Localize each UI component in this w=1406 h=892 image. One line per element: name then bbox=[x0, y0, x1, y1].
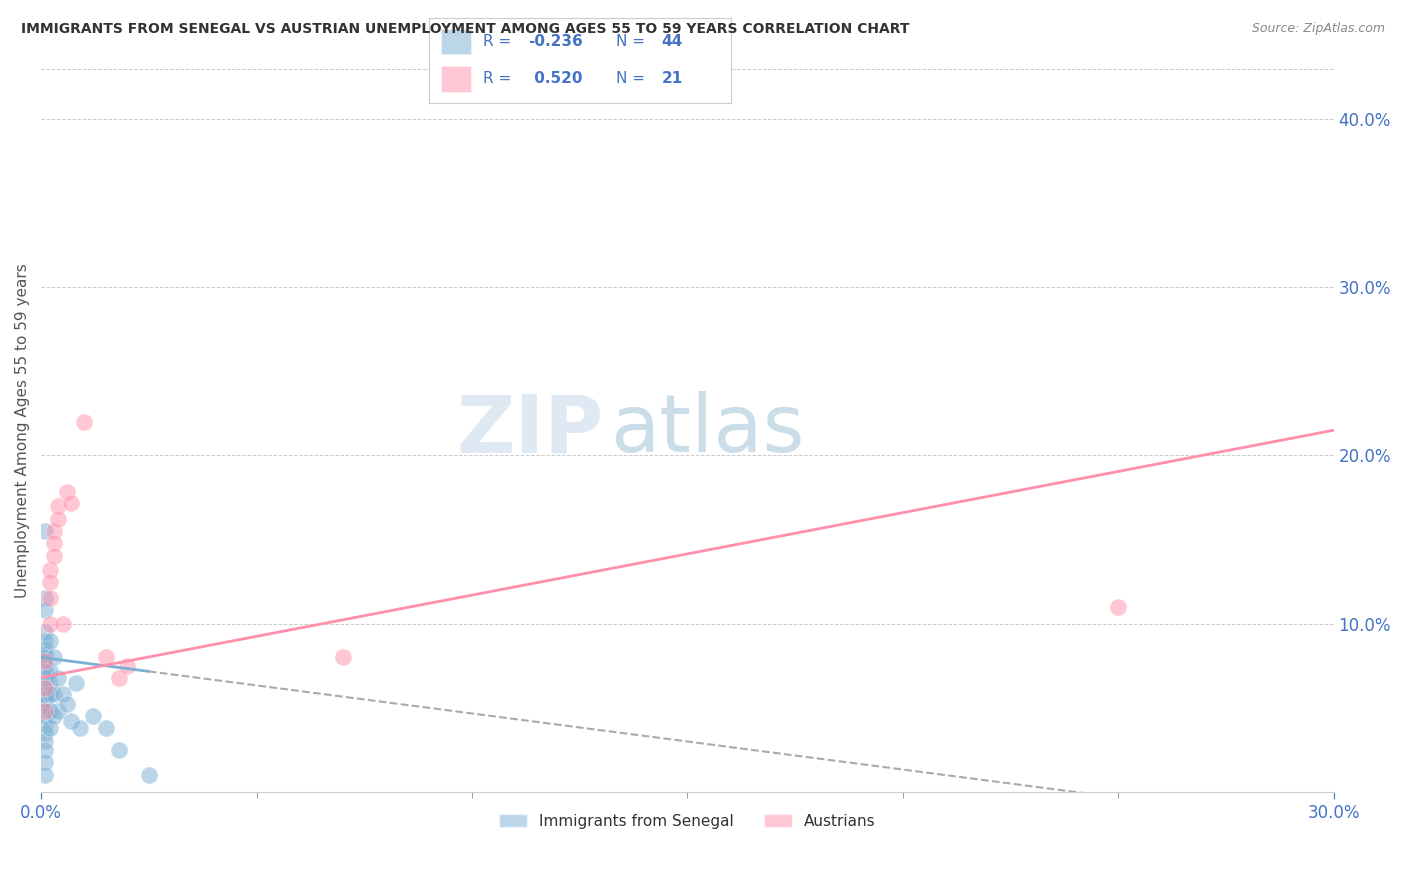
Bar bbox=[441, 29, 471, 54]
Point bbox=[34, 671, 56, 685]
Point bbox=[38, 687, 60, 701]
Text: N =: N = bbox=[616, 34, 650, 49]
Point bbox=[34, 684, 56, 698]
Point bbox=[34, 755, 56, 769]
Point bbox=[34, 654, 56, 668]
Point bbox=[107, 743, 129, 757]
Legend: Immigrants from Senegal, Austrians: Immigrants from Senegal, Austrians bbox=[494, 807, 882, 835]
Point bbox=[38, 675, 60, 690]
Point bbox=[34, 658, 56, 673]
Point bbox=[46, 704, 69, 718]
Point bbox=[332, 650, 354, 665]
Point bbox=[46, 512, 69, 526]
Point bbox=[52, 616, 75, 631]
Point bbox=[34, 642, 56, 657]
Point bbox=[34, 681, 56, 695]
Point bbox=[38, 704, 60, 718]
Point bbox=[42, 650, 65, 665]
Point bbox=[69, 721, 91, 735]
Point bbox=[34, 687, 56, 701]
Text: -0.236: -0.236 bbox=[529, 34, 583, 49]
Text: N =: N = bbox=[616, 71, 650, 87]
Point bbox=[34, 633, 56, 648]
Point bbox=[42, 536, 65, 550]
Point bbox=[34, 625, 56, 640]
Point bbox=[46, 671, 69, 685]
Text: ZIP: ZIP bbox=[456, 392, 603, 469]
Point bbox=[38, 616, 60, 631]
Point bbox=[34, 726, 56, 740]
Text: 44: 44 bbox=[662, 34, 683, 49]
Point bbox=[138, 768, 160, 782]
Y-axis label: Unemployment Among Ages 55 to 59 years: Unemployment Among Ages 55 to 59 years bbox=[15, 263, 30, 598]
Point bbox=[60, 495, 83, 509]
Point bbox=[1107, 599, 1129, 614]
Point bbox=[34, 603, 56, 617]
Point bbox=[34, 675, 56, 690]
Point bbox=[34, 524, 56, 538]
Point bbox=[34, 647, 56, 661]
Point bbox=[42, 524, 65, 538]
Point bbox=[34, 704, 56, 718]
Text: 21: 21 bbox=[662, 71, 683, 87]
Point bbox=[42, 549, 65, 564]
Point bbox=[34, 768, 56, 782]
Point bbox=[42, 709, 65, 723]
Point bbox=[107, 671, 129, 685]
Point bbox=[65, 675, 87, 690]
Text: 0.520: 0.520 bbox=[529, 71, 582, 87]
Point bbox=[34, 717, 56, 731]
Point bbox=[34, 734, 56, 748]
Point bbox=[38, 633, 60, 648]
Point bbox=[38, 574, 60, 589]
Point bbox=[34, 704, 56, 718]
Point bbox=[73, 415, 96, 429]
Point bbox=[56, 485, 79, 500]
Point bbox=[34, 650, 56, 665]
Point bbox=[38, 563, 60, 577]
Point bbox=[38, 721, 60, 735]
Text: Source: ZipAtlas.com: Source: ZipAtlas.com bbox=[1251, 22, 1385, 36]
Point bbox=[94, 721, 117, 735]
Point bbox=[42, 687, 65, 701]
Point bbox=[34, 591, 56, 606]
Point bbox=[52, 687, 75, 701]
Point bbox=[34, 664, 56, 678]
Point bbox=[34, 698, 56, 712]
Point bbox=[34, 743, 56, 757]
Point bbox=[38, 664, 60, 678]
Point bbox=[56, 698, 79, 712]
Point bbox=[117, 658, 139, 673]
Point bbox=[34, 692, 56, 706]
Point bbox=[94, 650, 117, 665]
Text: atlas: atlas bbox=[610, 392, 804, 469]
Point bbox=[82, 709, 104, 723]
Bar bbox=[441, 66, 471, 92]
Point bbox=[38, 591, 60, 606]
Point bbox=[46, 499, 69, 513]
Point bbox=[60, 714, 83, 729]
Text: R =: R = bbox=[484, 34, 516, 49]
Text: R =: R = bbox=[484, 71, 516, 87]
Point bbox=[34, 709, 56, 723]
Text: IMMIGRANTS FROM SENEGAL VS AUSTRIAN UNEMPLOYMENT AMONG AGES 55 TO 59 YEARS CORRE: IMMIGRANTS FROM SENEGAL VS AUSTRIAN UNEM… bbox=[21, 22, 910, 37]
